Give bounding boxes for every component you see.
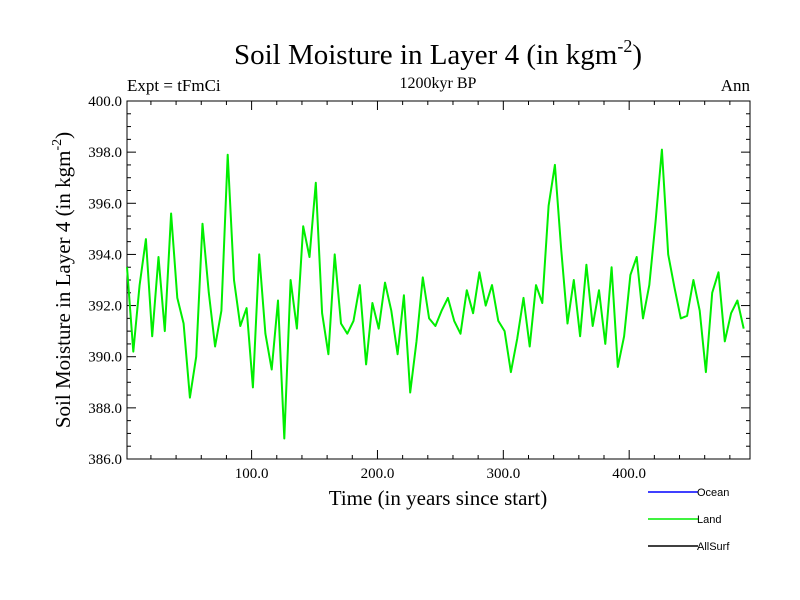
chart-title: Soil Moisture in Layer 4 (in kgm-2) — [234, 36, 642, 71]
x-tick-label: 400.0 — [612, 466, 646, 482]
legend-label-allsurf: AllSurf — [697, 541, 730, 553]
plot-frame — [126, 100, 751, 460]
chart-subtitle: 1200kyr BP — [400, 75, 477, 92]
x-tick-label: 300.0 — [486, 466, 520, 482]
x-axis-ticks: 100.0 200.0 300.0 400.0 — [150, 101, 731, 482]
x-axis-label: Time (in years since start) — [329, 486, 548, 510]
y-tick-label: 388.0 — [88, 401, 122, 417]
series-lines — [126, 148, 745, 440]
y-axis-ticks: 386.0 388.0 390.0 392.0 394.0 396.0 398.0 400.0 — [88, 94, 750, 468]
legend-label-ocean: Ocean — [697, 487, 729, 499]
y-tick-label: 396.0 — [88, 196, 122, 212]
y-tick-label: 386.0 — [88, 452, 122, 468]
y-tick-label: 390.0 — [88, 350, 122, 366]
y-tick-label: 398.0 — [88, 145, 122, 161]
experiment-label: Expt = tFmCi — [127, 76, 221, 95]
y-tick-label: 400.0 — [88, 94, 122, 110]
legend-label-land: Land — [697, 514, 721, 526]
legend: Ocean Land AllSurf — [648, 487, 730, 553]
y-tick-label: 394.0 — [88, 247, 122, 263]
y-tick-label: 392.0 — [88, 299, 122, 315]
series-line-land — [126, 148, 745, 440]
y-axis-label: Soil Moisture in Layer 4 (in kgm-2) — [50, 132, 75, 428]
x-tick-label: 200.0 — [361, 466, 395, 482]
x-tick-label: 100.0 — [235, 466, 269, 482]
season-label: Ann — [721, 76, 751, 95]
